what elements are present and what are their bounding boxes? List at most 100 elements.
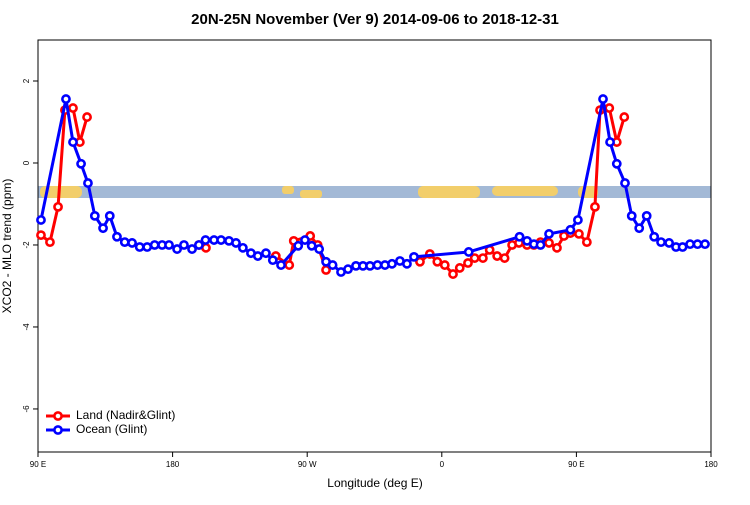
point <box>656 237 666 248</box>
point <box>142 242 153 252</box>
point <box>284 260 295 270</box>
point <box>463 247 474 257</box>
point <box>590 201 600 212</box>
point <box>98 223 108 234</box>
x-tick-label: 90 E <box>30 460 46 469</box>
point <box>574 229 584 239</box>
point <box>276 260 286 270</box>
point <box>469 253 480 263</box>
point <box>544 238 554 248</box>
point <box>293 240 304 251</box>
x-tick-label: 180 <box>166 460 180 469</box>
point <box>626 210 637 221</box>
y-axis-label: XCO2 - MLO trend (ppm) <box>0 179 14 314</box>
point <box>544 229 554 239</box>
point <box>68 103 78 113</box>
point <box>641 210 652 221</box>
point <box>200 235 211 245</box>
x-tick-label: 90 E <box>568 460 584 469</box>
point <box>252 251 263 261</box>
point <box>514 231 525 242</box>
point <box>104 210 115 221</box>
point <box>415 256 425 267</box>
point <box>439 260 450 270</box>
point <box>127 238 137 248</box>
point <box>649 231 660 242</box>
point <box>82 112 92 122</box>
x-tick-label: 0 <box>440 460 445 469</box>
point <box>194 240 204 250</box>
point <box>61 94 71 104</box>
point <box>343 264 353 275</box>
point <box>409 251 419 262</box>
point <box>387 258 397 269</box>
point <box>605 137 615 147</box>
point <box>634 223 645 234</box>
point <box>237 242 248 253</box>
point <box>432 256 443 267</box>
point <box>45 237 55 248</box>
point <box>327 260 338 270</box>
point <box>402 258 412 269</box>
point <box>134 242 145 252</box>
point <box>454 263 465 273</box>
point <box>700 239 710 250</box>
point <box>685 239 695 250</box>
point <box>76 158 86 169</box>
point <box>36 215 46 225</box>
point <box>314 244 325 254</box>
point <box>372 260 383 270</box>
point <box>83 178 93 188</box>
y-tick-label: -2 <box>22 241 31 249</box>
point <box>112 231 122 242</box>
x-tick-label: 90 W <box>298 460 317 469</box>
point <box>604 103 615 113</box>
point <box>149 240 160 250</box>
point <box>36 230 46 241</box>
x-tick-label: 180 <box>704 460 718 469</box>
point <box>179 240 189 250</box>
point <box>306 240 317 251</box>
point <box>619 112 630 122</box>
legend-label: Land (Nadir&Glint) <box>76 408 175 422</box>
point <box>598 94 608 104</box>
plot-frame <box>37 39 712 453</box>
point <box>492 251 503 261</box>
chart-title: 20N-25N November (Ver 9) 2014-09-06 to 2… <box>191 11 559 28</box>
point <box>231 238 241 248</box>
point <box>499 253 510 263</box>
point <box>692 239 703 250</box>
point <box>68 137 78 147</box>
point <box>172 244 182 254</box>
point <box>463 258 473 268</box>
point <box>552 242 562 253</box>
y-tick-label: 0 <box>22 160 31 165</box>
y-tick-label: 2 <box>22 78 31 83</box>
point <box>677 242 688 252</box>
legend-swatch-point <box>53 425 63 435</box>
point <box>89 210 100 221</box>
point <box>620 178 630 188</box>
point <box>164 240 174 250</box>
point <box>365 260 375 271</box>
map-strip <box>38 186 711 198</box>
point <box>300 235 310 245</box>
point <box>267 255 278 266</box>
legend-swatch-point <box>53 411 63 421</box>
point <box>448 269 458 279</box>
legend-label: Ocean (Glint) <box>76 422 147 436</box>
point <box>187 244 197 254</box>
point <box>664 238 675 248</box>
point <box>581 237 592 248</box>
y-tick-label: -4 <box>22 323 31 331</box>
point <box>535 240 546 250</box>
point <box>611 158 622 169</box>
point <box>572 215 583 225</box>
point <box>53 201 63 212</box>
point <box>565 224 576 235</box>
x-axis-label: Longitude (deg E) <box>327 476 422 490</box>
point <box>261 248 271 259</box>
point <box>216 235 226 245</box>
y-tick-label: -6 <box>22 405 31 413</box>
